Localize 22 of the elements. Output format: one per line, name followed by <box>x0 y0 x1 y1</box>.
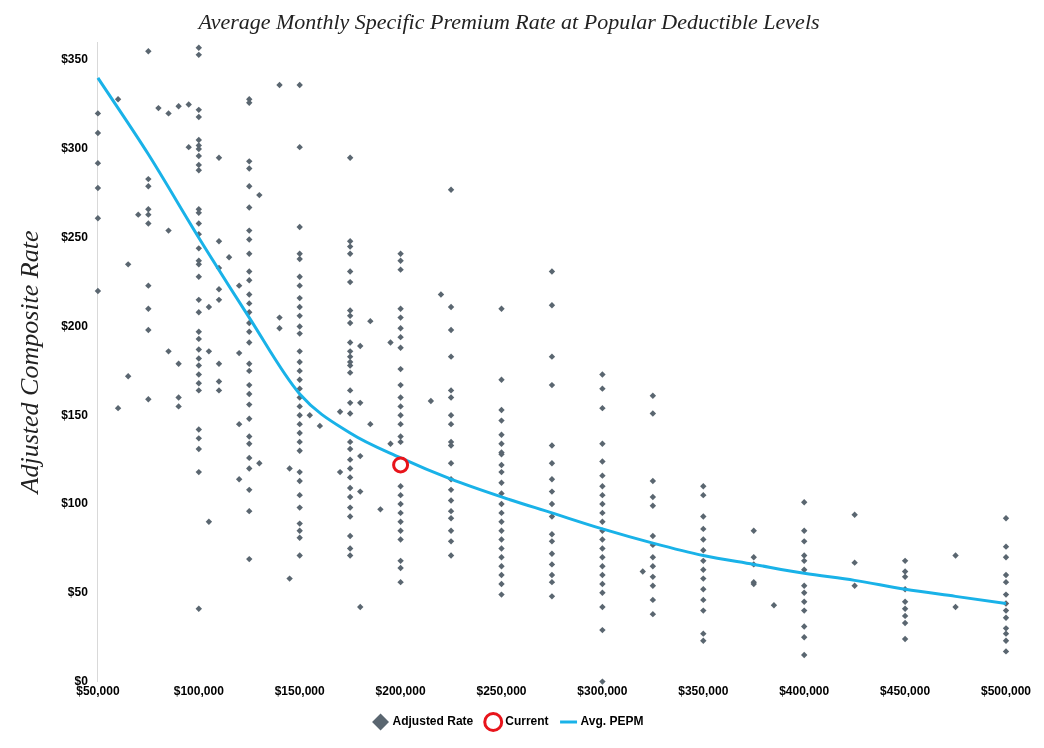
x-tick-label: $500,000 <box>980 684 1032 699</box>
y-tick-label: $50 <box>67 585 89 600</box>
x-tick-label: $450,000 <box>880 684 931 699</box>
chart-title: Average Monthly Specific Premium Rate at Popular Deductible Levels <box>196 8 820 34</box>
y-tick-label: $300 <box>61 141 89 156</box>
legend-label: Avg. PEPM <box>580 714 644 729</box>
y-tick-label: $200 <box>61 318 89 333</box>
legend-label: Current <box>505 714 549 729</box>
x-tick-label: $350,000 <box>678 684 729 699</box>
y-axis-title: Adjusted Composite Rate <box>15 230 45 496</box>
x-tick-label: $400,000 <box>779 684 830 699</box>
x-tick-label: $200,000 <box>375 684 426 699</box>
x-tick-label: $250,000 <box>476 684 527 699</box>
x-tick-label: $100,000 <box>173 684 225 699</box>
y-tick-label: $250 <box>61 230 89 245</box>
y-tick-label: $150 <box>61 407 89 422</box>
line-series <box>96 76 1008 605</box>
x-tick-label: $150,000 <box>274 684 326 699</box>
x-tick-label: $300,000 <box>577 684 628 699</box>
y-tick-label: $100 <box>61 496 89 511</box>
legend-label: Adjusted Rate <box>392 714 474 729</box>
y-tick-label: $350 <box>61 52 89 67</box>
